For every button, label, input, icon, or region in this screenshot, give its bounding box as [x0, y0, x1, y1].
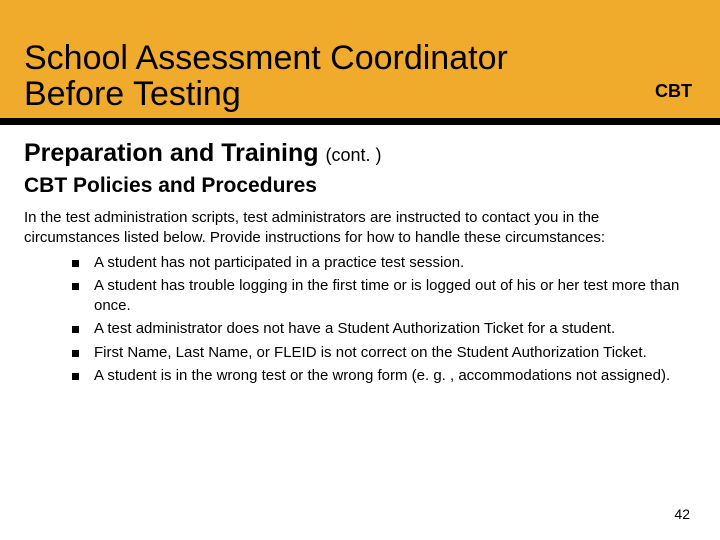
bullet-list: A student has not participated in a prac… [24, 253, 696, 387]
title-line2: Before Testing [24, 75, 241, 113]
header-divider [0, 118, 720, 125]
list-item: First Name, Last Name, or FLEID is not c… [72, 343, 696, 363]
test-mode-badge: CBT [655, 81, 696, 112]
slide: School Assessment Coordinator Before Tes… [0, 0, 720, 540]
slide-body: Preparation and Training (cont. ) CBT Po… [0, 125, 720, 386]
section-title-text: Preparation and Training [24, 139, 319, 167]
list-item: A student has not participated in a prac… [72, 253, 696, 273]
section-cont-label: (cont. ) [325, 145, 381, 165]
list-item: A student is in the wrong test or the wr… [72, 366, 696, 386]
list-item: A test administrator does not have a Stu… [72, 319, 696, 339]
title-line1: School Assessment Coordinator [24, 39, 508, 77]
section-title: Preparation and Training (cont. ) [24, 139, 696, 168]
slide-title: School Assessment Coordinator Before Tes… [24, 40, 508, 112]
slide-header: School Assessment Coordinator Before Tes… [0, 0, 720, 118]
page-number: 42 [674, 506, 690, 522]
list-item: A student has trouble logging in the fir… [72, 276, 696, 317]
subheading: CBT Policies and Procedures [24, 174, 696, 198]
intro-text: In the test administration scripts, test… [24, 208, 696, 249]
